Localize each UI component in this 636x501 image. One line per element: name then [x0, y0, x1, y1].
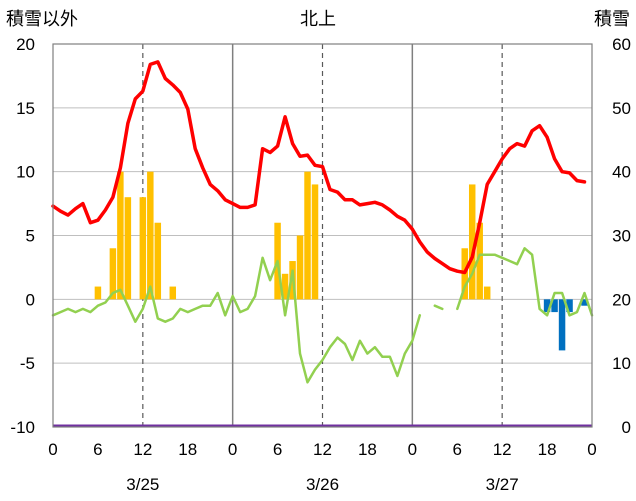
snowfall-bar: [169, 286, 177, 300]
y-right-tick-label: 40: [612, 163, 631, 182]
x-tick-label: 6: [93, 440, 102, 459]
chart-title: 北上: [300, 9, 336, 30]
x-tick-label: 0: [48, 440, 57, 459]
y-right-tick-label: 30: [612, 227, 631, 246]
snowfall-bar: [139, 197, 147, 300]
x-tick-label: 6: [453, 440, 462, 459]
x-tick-label: 0: [587, 440, 596, 459]
plot-frame: [52, 43, 593, 428]
right-axis-series-line: [51, 247, 594, 384]
left-axis-series-line: [51, 60, 587, 275]
date-label: 3/27: [486, 475, 519, 494]
y-right-tick-label: 60: [612, 35, 631, 54]
date-label: 3/26: [306, 475, 339, 494]
x-tick-label: 0: [228, 440, 237, 459]
snow-decrease-bar: [551, 299, 558, 313]
y-right-tick-label: 0: [622, 418, 631, 437]
axes: [52, 43, 593, 428]
snow-decrease-bar: [543, 299, 551, 313]
snowfall-bar: [468, 184, 476, 300]
line-series: [51, 60, 594, 428]
y-right-tick-label: 20: [612, 290, 631, 309]
x-tick-label: 18: [538, 440, 557, 459]
x-tick-label: 0: [408, 440, 417, 459]
snowfall-bar: [483, 286, 491, 300]
date-label: 3/25: [126, 475, 159, 494]
snowfall-bar: [147, 171, 154, 300]
y-left-tick-label: 5: [26, 227, 35, 246]
x-tick-label: 12: [493, 440, 512, 459]
y-left-tick-label: 10: [16, 163, 35, 182]
snowfall-bar: [109, 248, 117, 300]
snow-decrease-bar: [581, 299, 588, 306]
x-tick-label: 12: [133, 440, 152, 459]
snowfall-bar: [476, 222, 483, 300]
snowfall-bar: [311, 184, 319, 300]
snowfall-bar: [304, 171, 311, 300]
x-tick-label: 18: [358, 440, 377, 459]
y-left-label: 積雪以外: [6, 9, 78, 30]
y-left-tick-label: -5: [20, 354, 35, 373]
y-right-tick-label: 50: [612, 99, 631, 118]
y-left-tick-label: -10: [10, 418, 35, 437]
snowfall-bar: [117, 171, 124, 300]
y-left-tick-label: 0: [26, 290, 35, 309]
snowfall-bar: [281, 273, 289, 300]
x-tick-label: 12: [313, 440, 332, 459]
y-right-tick-label: 10: [612, 354, 631, 373]
snowfall-bar: [94, 286, 102, 300]
x-tick-label: 18: [178, 440, 197, 459]
snowfall-bar: [296, 235, 304, 300]
bar-series: [94, 171, 588, 351]
snow-decrease-bar: [566, 299, 573, 313]
snow-decrease-bar: [558, 299, 566, 351]
y-left-tick-label: 20: [16, 35, 35, 54]
x-tick-label: 6: [273, 440, 282, 459]
y-left-tick-label: 15: [16, 99, 35, 118]
y-right-label: 積雪: [594, 9, 630, 30]
snowfall-bar: [154, 222, 162, 300]
snowfall-bar: [124, 197, 132, 300]
